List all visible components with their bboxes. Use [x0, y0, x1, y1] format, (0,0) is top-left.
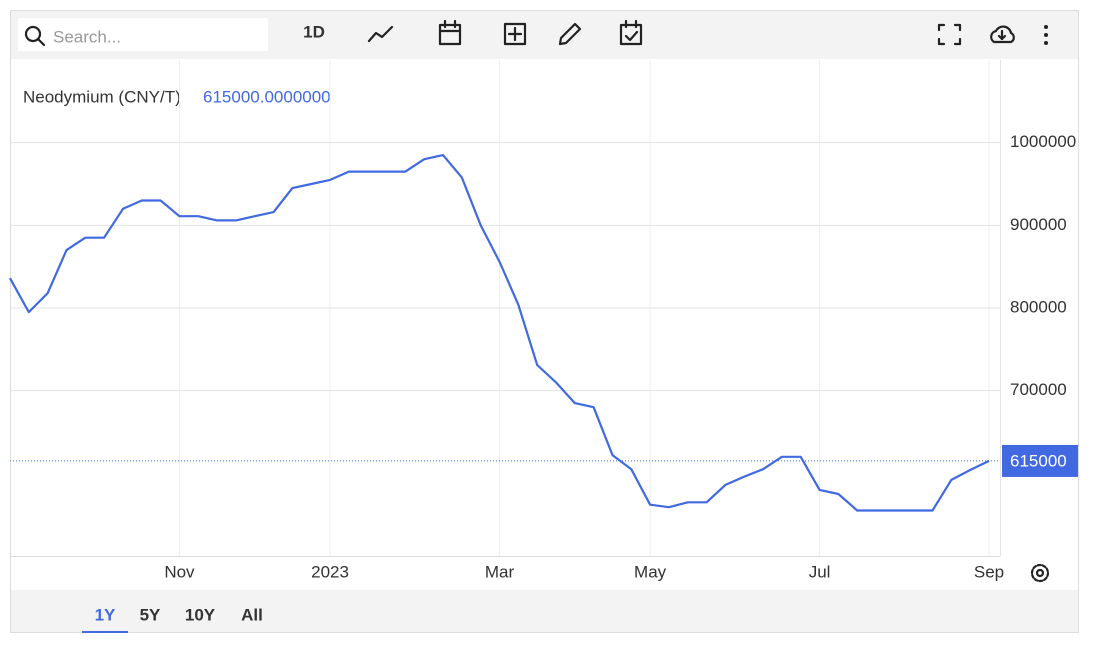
search-placeholder: Search...	[53, 27, 121, 46]
last-value-tag	[1002, 444, 1078, 477]
range-bar	[11, 590, 1078, 632]
download-icon[interactable]	[990, 25, 1015, 44]
search-icon	[24, 25, 42, 43]
plot-area	[10, 60, 1000, 556]
search-box[interactable]	[18, 18, 268, 51]
calendar-icon[interactable]	[438, 19, 462, 46]
y-tick-label: 700000	[1010, 380, 1067, 399]
range-button[interactable]: 1Y	[95, 605, 116, 624]
events-icon[interactable]	[619, 19, 643, 46]
range-button[interactable]: 5Y	[140, 605, 161, 624]
x-tick-label: 2023	[311, 562, 349, 581]
range-button[interactable]: All	[241, 605, 263, 624]
x-tick-label: Nov	[164, 562, 195, 581]
chart-type-icon[interactable]	[367, 25, 394, 43]
settings-icon[interactable]	[1030, 563, 1050, 583]
x-tick-label: Mar	[485, 562, 515, 581]
y-tick-label: 1000000	[1010, 132, 1076, 151]
data-line	[9, 154, 990, 512]
x-tick-label: Jul	[809, 562, 831, 581]
add-icon[interactable]	[503, 22, 527, 46]
chart-title: Neodymium (CNY/T)	[23, 87, 181, 106]
interval-button[interactable]: 1D	[303, 22, 325, 41]
y-tick-label: 800000	[1010, 297, 1067, 316]
menu-icon[interactable]	[1044, 25, 1048, 45]
range-buttons: 1Y 5Y 10Y All	[82, 605, 263, 633]
widget-frame	[10, 10, 1079, 633]
fullscreen-icon[interactable]	[937, 23, 962, 46]
y-tick-label: 900000	[1010, 215, 1067, 234]
search-icon-handle	[36, 37, 46, 47]
draw-icon[interactable]	[558, 22, 582, 46]
current-value: 615000.0000000	[203, 87, 331, 106]
last-value-tag-label: 615000	[1010, 451, 1067, 470]
x-tick-label: May	[634, 562, 667, 581]
x-tick-label: Sep	[974, 562, 1004, 581]
range-button[interactable]: 10Y	[185, 605, 216, 624]
